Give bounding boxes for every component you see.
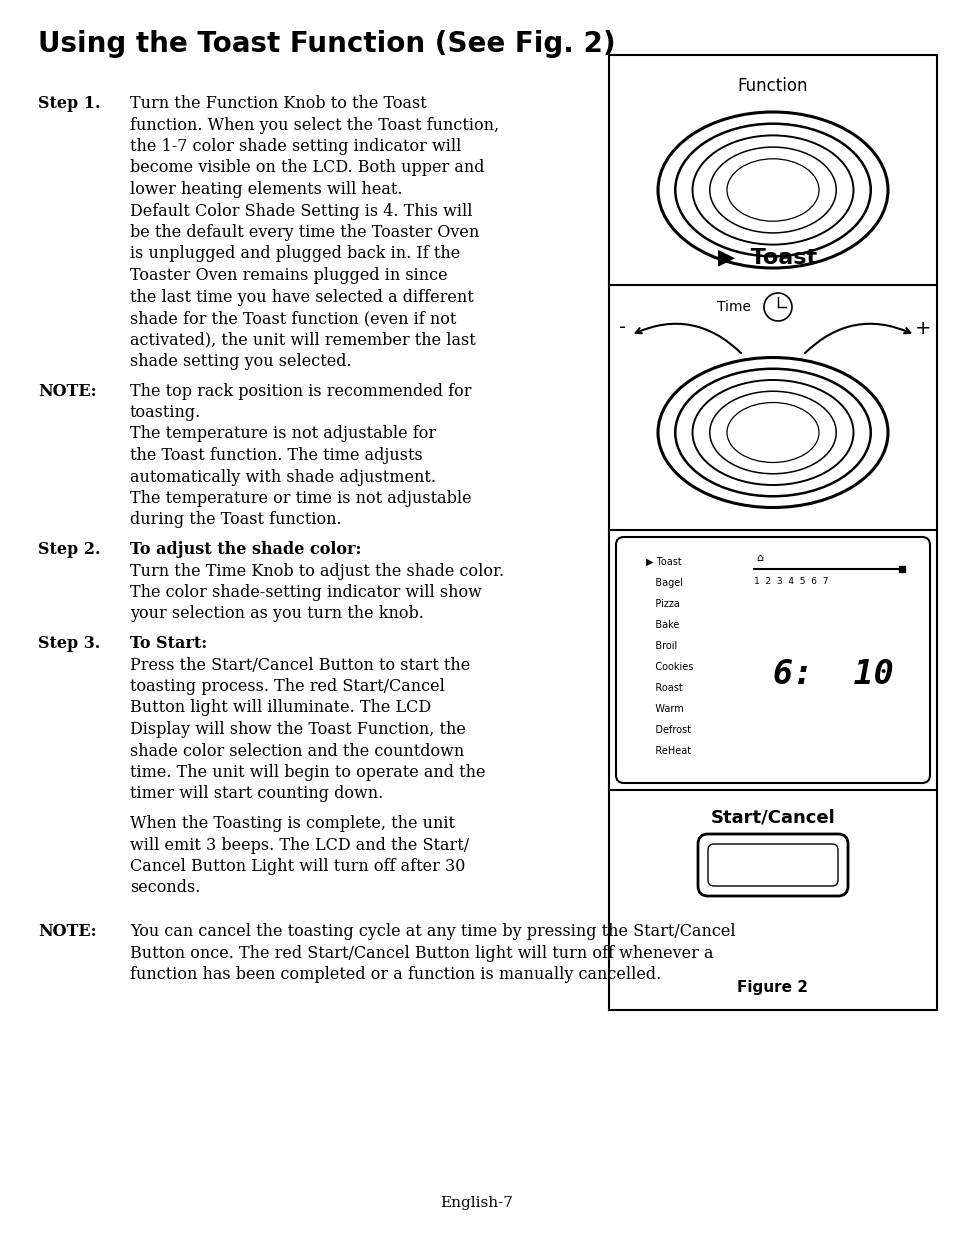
Text: activated), the unit will remember the last: activated), the unit will remember the l…: [130, 331, 476, 348]
Text: the Toast function. The time adjusts: the Toast function. The time adjusts: [130, 447, 422, 464]
Text: automatically with shade adjustment.: automatically with shade adjustment.: [130, 468, 436, 485]
Text: 1  2  3  4  5  6  7: 1 2 3 4 5 6 7: [753, 577, 827, 585]
Text: your selection as you turn the knob.: your selection as you turn the knob.: [130, 605, 423, 622]
Text: The temperature is not adjustable for: The temperature is not adjustable for: [130, 426, 436, 442]
Text: NOTE:: NOTE:: [38, 923, 96, 940]
Text: ▶  Toast: ▶ Toast: [718, 247, 817, 267]
Text: The top rack position is recommended for: The top rack position is recommended for: [130, 383, 471, 399]
Text: Press the Start/Cancel Button to start the: Press the Start/Cancel Button to start t…: [130, 657, 470, 673]
FancyBboxPatch shape: [707, 844, 837, 885]
Text: the 1-7 color shade setting indicator will: the 1-7 color shade setting indicator wi…: [130, 138, 461, 156]
Text: toasting process. The red Start/Cancel: toasting process. The red Start/Cancel: [130, 678, 444, 695]
Text: Step 1.: Step 1.: [38, 95, 100, 112]
Bar: [608, 56, 936, 1010]
Text: seconds.: seconds.: [130, 879, 200, 897]
Text: is unplugged and plugged back in. If the: is unplugged and plugged back in. If the: [130, 246, 459, 263]
Text: Start/Cancel: Start/Cancel: [710, 808, 835, 826]
Text: Defrost: Defrost: [645, 725, 690, 735]
Text: Roast: Roast: [645, 683, 682, 693]
Text: Bagel: Bagel: [645, 578, 682, 588]
Circle shape: [763, 293, 791, 321]
Text: Display will show the Toast Function, the: Display will show the Toast Function, th…: [130, 721, 465, 739]
Text: ⌂: ⌂: [755, 553, 762, 563]
Text: 6:  10: 6: 10: [772, 658, 892, 692]
Text: To adjust the shade color:: To adjust the shade color:: [130, 541, 361, 558]
Text: NOTE:: NOTE:: [38, 383, 96, 399]
Text: Pizza: Pizza: [645, 599, 679, 609]
Text: Cookies: Cookies: [645, 662, 693, 672]
Text: be the default every time the Toaster Oven: be the default every time the Toaster Ov…: [130, 224, 478, 241]
Text: Toaster Oven remains plugged in since: Toaster Oven remains plugged in since: [130, 267, 447, 284]
Text: Function: Function: [737, 77, 807, 95]
Text: You can cancel the toasting cycle at any time by pressing the Start/Cancel: You can cancel the toasting cycle at any…: [130, 923, 735, 940]
Text: The temperature or time is not adjustable: The temperature or time is not adjustabl…: [130, 490, 471, 508]
Text: Turn the Function Knob to the Toast: Turn the Function Knob to the Toast: [130, 95, 426, 112]
FancyBboxPatch shape: [698, 834, 847, 897]
Text: function. When you select the Toast function,: function. When you select the Toast func…: [130, 116, 498, 133]
Text: -: -: [618, 319, 626, 337]
Text: will emit 3 beeps. The LCD and the Start/: will emit 3 beeps. The LCD and the Start…: [130, 836, 469, 853]
Text: Step 2.: Step 2.: [38, 541, 100, 558]
Text: Broil: Broil: [645, 641, 677, 651]
Text: Warm: Warm: [645, 704, 683, 714]
Text: during the Toast function.: during the Toast function.: [130, 511, 341, 529]
Text: When the Toasting is complete, the unit: When the Toasting is complete, the unit: [130, 815, 455, 832]
Text: shade setting you selected.: shade setting you selected.: [130, 353, 352, 370]
Text: Using the Toast Function (See Fig. 2): Using the Toast Function (See Fig. 2): [38, 30, 615, 58]
Text: Time: Time: [717, 300, 750, 314]
Text: shade for the Toast function (even if not: shade for the Toast function (even if no…: [130, 310, 456, 327]
Text: Step 3.: Step 3.: [38, 635, 100, 652]
FancyBboxPatch shape: [616, 537, 929, 783]
Text: English-7: English-7: [440, 1195, 513, 1210]
Text: the last time you have selected a different: the last time you have selected a differ…: [130, 289, 474, 305]
Text: Cancel Button Light will turn off after 30: Cancel Button Light will turn off after …: [130, 858, 465, 876]
Text: The color shade-setting indicator will show: The color shade-setting indicator will s…: [130, 584, 481, 601]
Text: Button once. The red Start/Cancel Button light will turn off whenever a: Button once. The red Start/Cancel Button…: [130, 945, 713, 962]
Text: lower heating elements will heat.: lower heating elements will heat.: [130, 182, 402, 198]
Text: Button light will illuminate. The LCD: Button light will illuminate. The LCD: [130, 699, 431, 716]
Text: Default Color Shade Setting is 4. This will: Default Color Shade Setting is 4. This w…: [130, 203, 472, 220]
Text: shade color selection and the countdown: shade color selection and the countdown: [130, 742, 464, 760]
Text: timer will start counting down.: timer will start counting down.: [130, 785, 383, 803]
Text: become visible on the LCD. Both upper and: become visible on the LCD. Both upper an…: [130, 159, 484, 177]
Text: To Start:: To Start:: [130, 635, 207, 652]
Text: ReHeat: ReHeat: [645, 746, 690, 756]
Text: +: +: [914, 319, 930, 337]
Text: time. The unit will begin to operate and the: time. The unit will begin to operate and…: [130, 764, 485, 781]
Text: Turn the Time Knob to adjust the shade color.: Turn the Time Knob to adjust the shade c…: [130, 562, 503, 579]
Text: toasting.: toasting.: [130, 404, 201, 421]
Text: Figure 2: Figure 2: [737, 981, 807, 995]
Text: function has been completed or a function is manually cancelled.: function has been completed or a functio…: [130, 966, 660, 983]
Text: Bake: Bake: [645, 620, 679, 630]
Text: ▶ Toast: ▶ Toast: [645, 557, 681, 567]
